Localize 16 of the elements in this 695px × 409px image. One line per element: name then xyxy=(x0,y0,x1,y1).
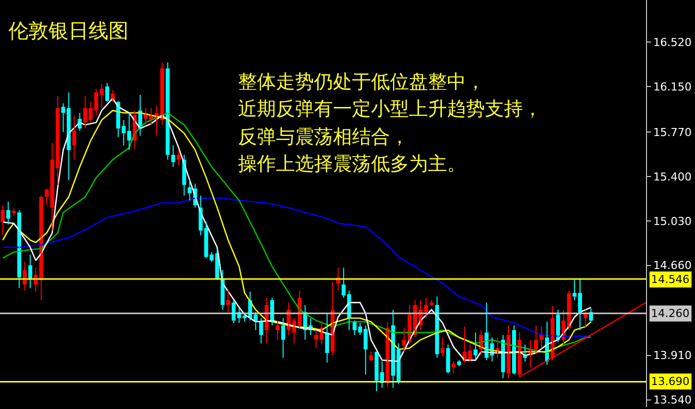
y-tick-label: 13.910 xyxy=(653,349,692,362)
y-tick-label: 15.770 xyxy=(653,126,692,139)
annotation: 操作上选择震荡低多为主。 xyxy=(238,153,466,175)
y-tick-label: 16.520 xyxy=(653,36,692,49)
ref-line-label: 14.260 xyxy=(651,307,690,320)
annotation: 整体走势仍处于低位盘整中， xyxy=(238,71,485,93)
annotation: 近期反弹有一定小型上升趋势支持， xyxy=(238,98,542,120)
ref-line-label: 14.546 xyxy=(651,273,690,286)
y-tick-label: 15.400 xyxy=(653,170,692,184)
annotation: 反弹与震荡相结合， xyxy=(238,126,409,148)
y-tick-label: 15.030 xyxy=(653,214,692,228)
y-tick-label: 14.660 xyxy=(653,259,692,272)
y-tick-label: 16.150 xyxy=(653,80,692,94)
text: 伦敦银日线图 xyxy=(8,18,128,43)
y-tick-label: 13.540 xyxy=(653,394,692,407)
ref-line-label: 13.690 xyxy=(651,375,690,388)
